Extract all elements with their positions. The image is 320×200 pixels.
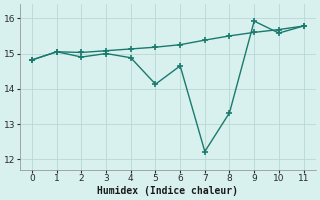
X-axis label: Humidex (Indice chaleur): Humidex (Indice chaleur) <box>97 186 238 196</box>
